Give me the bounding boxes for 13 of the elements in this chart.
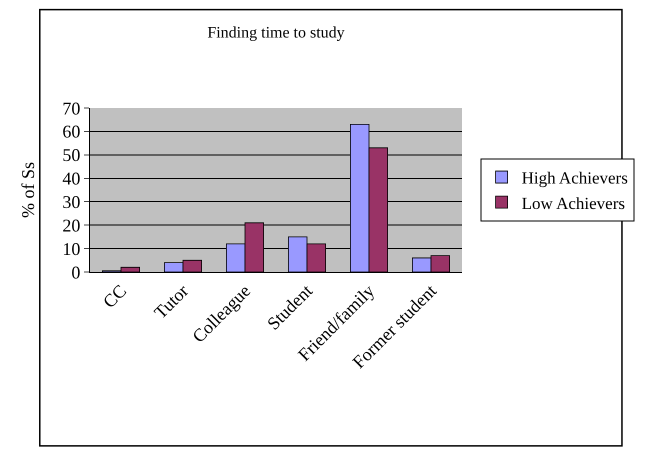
y-axis-title: % of Ss — [18, 162, 38, 218]
legend-label: Low Achievers — [522, 194, 625, 213]
y-tick-label: 70 — [62, 98, 80, 118]
chart-title: Finding time to study — [207, 24, 345, 42]
y-tick-label: 10 — [62, 238, 80, 259]
x-tick-label: CC — [99, 280, 130, 312]
y-tick-label: 30 — [62, 192, 80, 212]
y-tick-label: 60 — [62, 122, 80, 142]
y-tick-label: 0 — [71, 262, 80, 282]
legend-label: High Achievers — [522, 168, 628, 188]
y-tick-label: 40 — [62, 168, 80, 189]
y-tick-label: 20 — [62, 215, 80, 236]
y-tick-label: 50 — [62, 145, 80, 166]
